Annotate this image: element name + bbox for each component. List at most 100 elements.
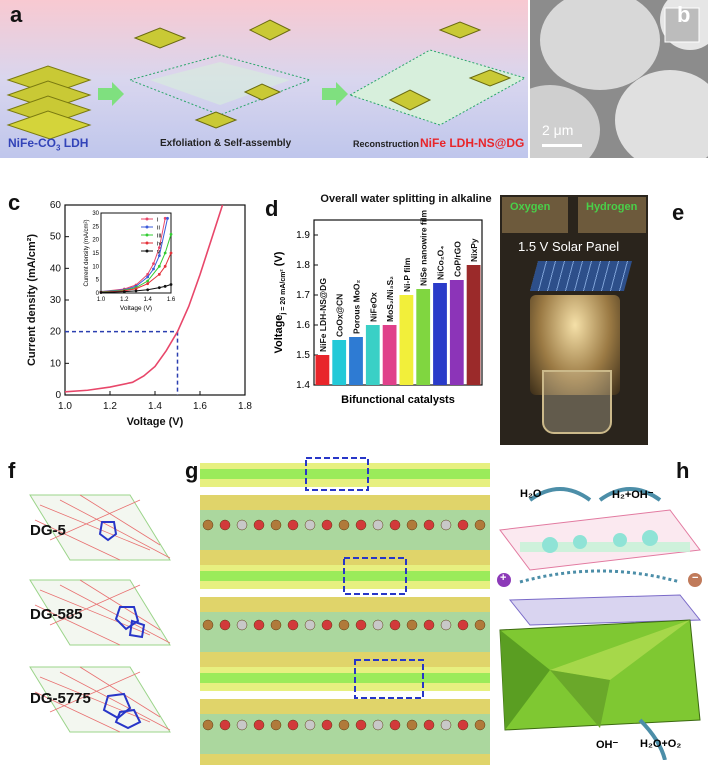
graphene-layer-icon: [499, 509, 701, 571]
inset-frame: [100, 212, 172, 294]
panel-h-mechanism: [497, 487, 702, 760]
atom-icon: [253, 519, 265, 531]
inset-point-iv: [169, 251, 173, 255]
h2-arrow-icon: [598, 487, 662, 502]
inset-y-tick-label: 15: [92, 251, 99, 257]
inset-point-ii: [166, 216, 169, 220]
atom-icon: [236, 519, 248, 531]
series-line-main: [64, 204, 224, 393]
arrow-icon: [322, 82, 348, 106]
legend-label-iv: iv: [157, 241, 162, 248]
bar-label: NiCo₂O₄: [436, 246, 446, 280]
inset-point-v: [99, 291, 103, 294]
minus-charge-icon: [688, 573, 702, 587]
bar: [433, 283, 447, 385]
bar: [349, 337, 363, 385]
panel-label-g: g: [185, 458, 199, 483]
atom-icon: [423, 519, 435, 531]
bar-label: Ni-P film: [402, 257, 412, 292]
arrow-icon: [98, 82, 124, 106]
bar-label: CoP/rGO: [452, 241, 462, 277]
atom-icon: [355, 619, 367, 631]
inset-point-iv: [163, 264, 167, 268]
legend-label-v: v: [157, 249, 161, 256]
inset-point-i: [152, 262, 155, 266]
ldh-label: NiFe-CO3 LDH: [8, 136, 89, 153]
inset-point-iv: [146, 282, 150, 286]
inset-point-ii: [146, 275, 150, 279]
plus-charge-icon: [497, 573, 511, 587]
panel-label-f: f: [8, 458, 16, 483]
ldh-flake-icon: [388, 89, 432, 111]
legend-marker-v: [145, 249, 149, 253]
inset-y-tick-label: 20: [92, 238, 99, 244]
atom-icon: [440, 519, 452, 531]
legend-marker-ii: [145, 225, 149, 229]
atom-icon: [440, 619, 452, 631]
inset-point-v: [157, 286, 161, 290]
atom-icon: [389, 519, 401, 531]
atom-icon: [389, 719, 401, 731]
panel-g-charge-density: [200, 457, 490, 765]
panel-label-a: a: [10, 2, 23, 27]
inset-x-tick-label: 1.4: [143, 297, 152, 303]
atom-icon: [457, 619, 469, 631]
scale-bar: [542, 144, 582, 147]
atom-icon: [321, 719, 333, 731]
atom-icon: [440, 719, 452, 731]
atom-icon: [253, 719, 265, 731]
atom-icon: [270, 719, 282, 731]
inset-x-label: Voltage (V): [120, 305, 152, 312]
inset-point-ii: [152, 267, 155, 271]
graphene-sheet-icon: [348, 49, 527, 126]
atom-icon: [423, 719, 435, 731]
inset-point-iii: [157, 264, 161, 268]
legend-label-ii: ii: [157, 225, 160, 232]
inset-point-i: [157, 246, 161, 250]
atom-icon: [372, 519, 384, 531]
inset-y-tick-label: 5: [96, 278, 100, 284]
bar-label: NiFeOx: [368, 292, 378, 322]
bar: [416, 289, 431, 385]
structure-label-dg5: DG-5: [30, 522, 66, 539]
panel-label-b: b: [677, 2, 691, 27]
x-axis-label: Voltage (V): [127, 416, 184, 428]
atom-icon: [457, 719, 469, 731]
atom-icon: [457, 519, 469, 531]
exfoliation-label: Exfoliation & Self-assembly: [160, 138, 292, 149]
ldh-stack-icon: [6, 65, 92, 140]
atom-icon: [304, 719, 316, 731]
atom-icon: [270, 519, 282, 531]
inset-x-tick-label: 1.0: [97, 297, 106, 303]
inset-x-tick-label: 1.2: [120, 297, 129, 303]
y-tick-label: 1.6: [296, 320, 310, 331]
atom-icon: [406, 519, 418, 531]
y-axis-label: Current density (mA/cm²): [26, 234, 38, 366]
atom-icon: [338, 519, 350, 531]
panel-a-illustration: [6, 19, 527, 140]
y-tick-label: 1.9: [296, 230, 310, 241]
atom-icon: [287, 519, 299, 531]
bar-label: CoOx@CN: [335, 294, 345, 337]
bar: [399, 295, 414, 385]
o2-arrow-icon: [638, 718, 667, 760]
inset-point-iii: [169, 232, 173, 236]
inset-point-v: [134, 289, 138, 293]
y-axis-label: Voltagej = 20 mA/cm² (V): [273, 251, 287, 353]
inset-y-tick-label: 30: [92, 211, 99, 217]
inset-point-v: [146, 288, 150, 292]
atom-icon: [253, 619, 265, 631]
chart-d-title: Overall water splitting in alkaline: [320, 193, 491, 205]
atom-icon: [219, 619, 231, 631]
panel-f-structures: [29, 494, 171, 733]
oh-label: OH⁻: [596, 739, 619, 751]
charge-band-2: [200, 557, 490, 667]
dg-5-lattice-icon: [29, 494, 171, 561]
ldh-flake-icon: [468, 69, 512, 87]
bar-label: NiSe nanowire film: [419, 210, 429, 286]
atom-icon: [474, 519, 486, 531]
reconstruction-label: Reconstruction: [353, 139, 420, 149]
panel-label-h: h: [676, 458, 690, 483]
bar-label: MoS₂/Ni₃S₂: [385, 276, 395, 322]
